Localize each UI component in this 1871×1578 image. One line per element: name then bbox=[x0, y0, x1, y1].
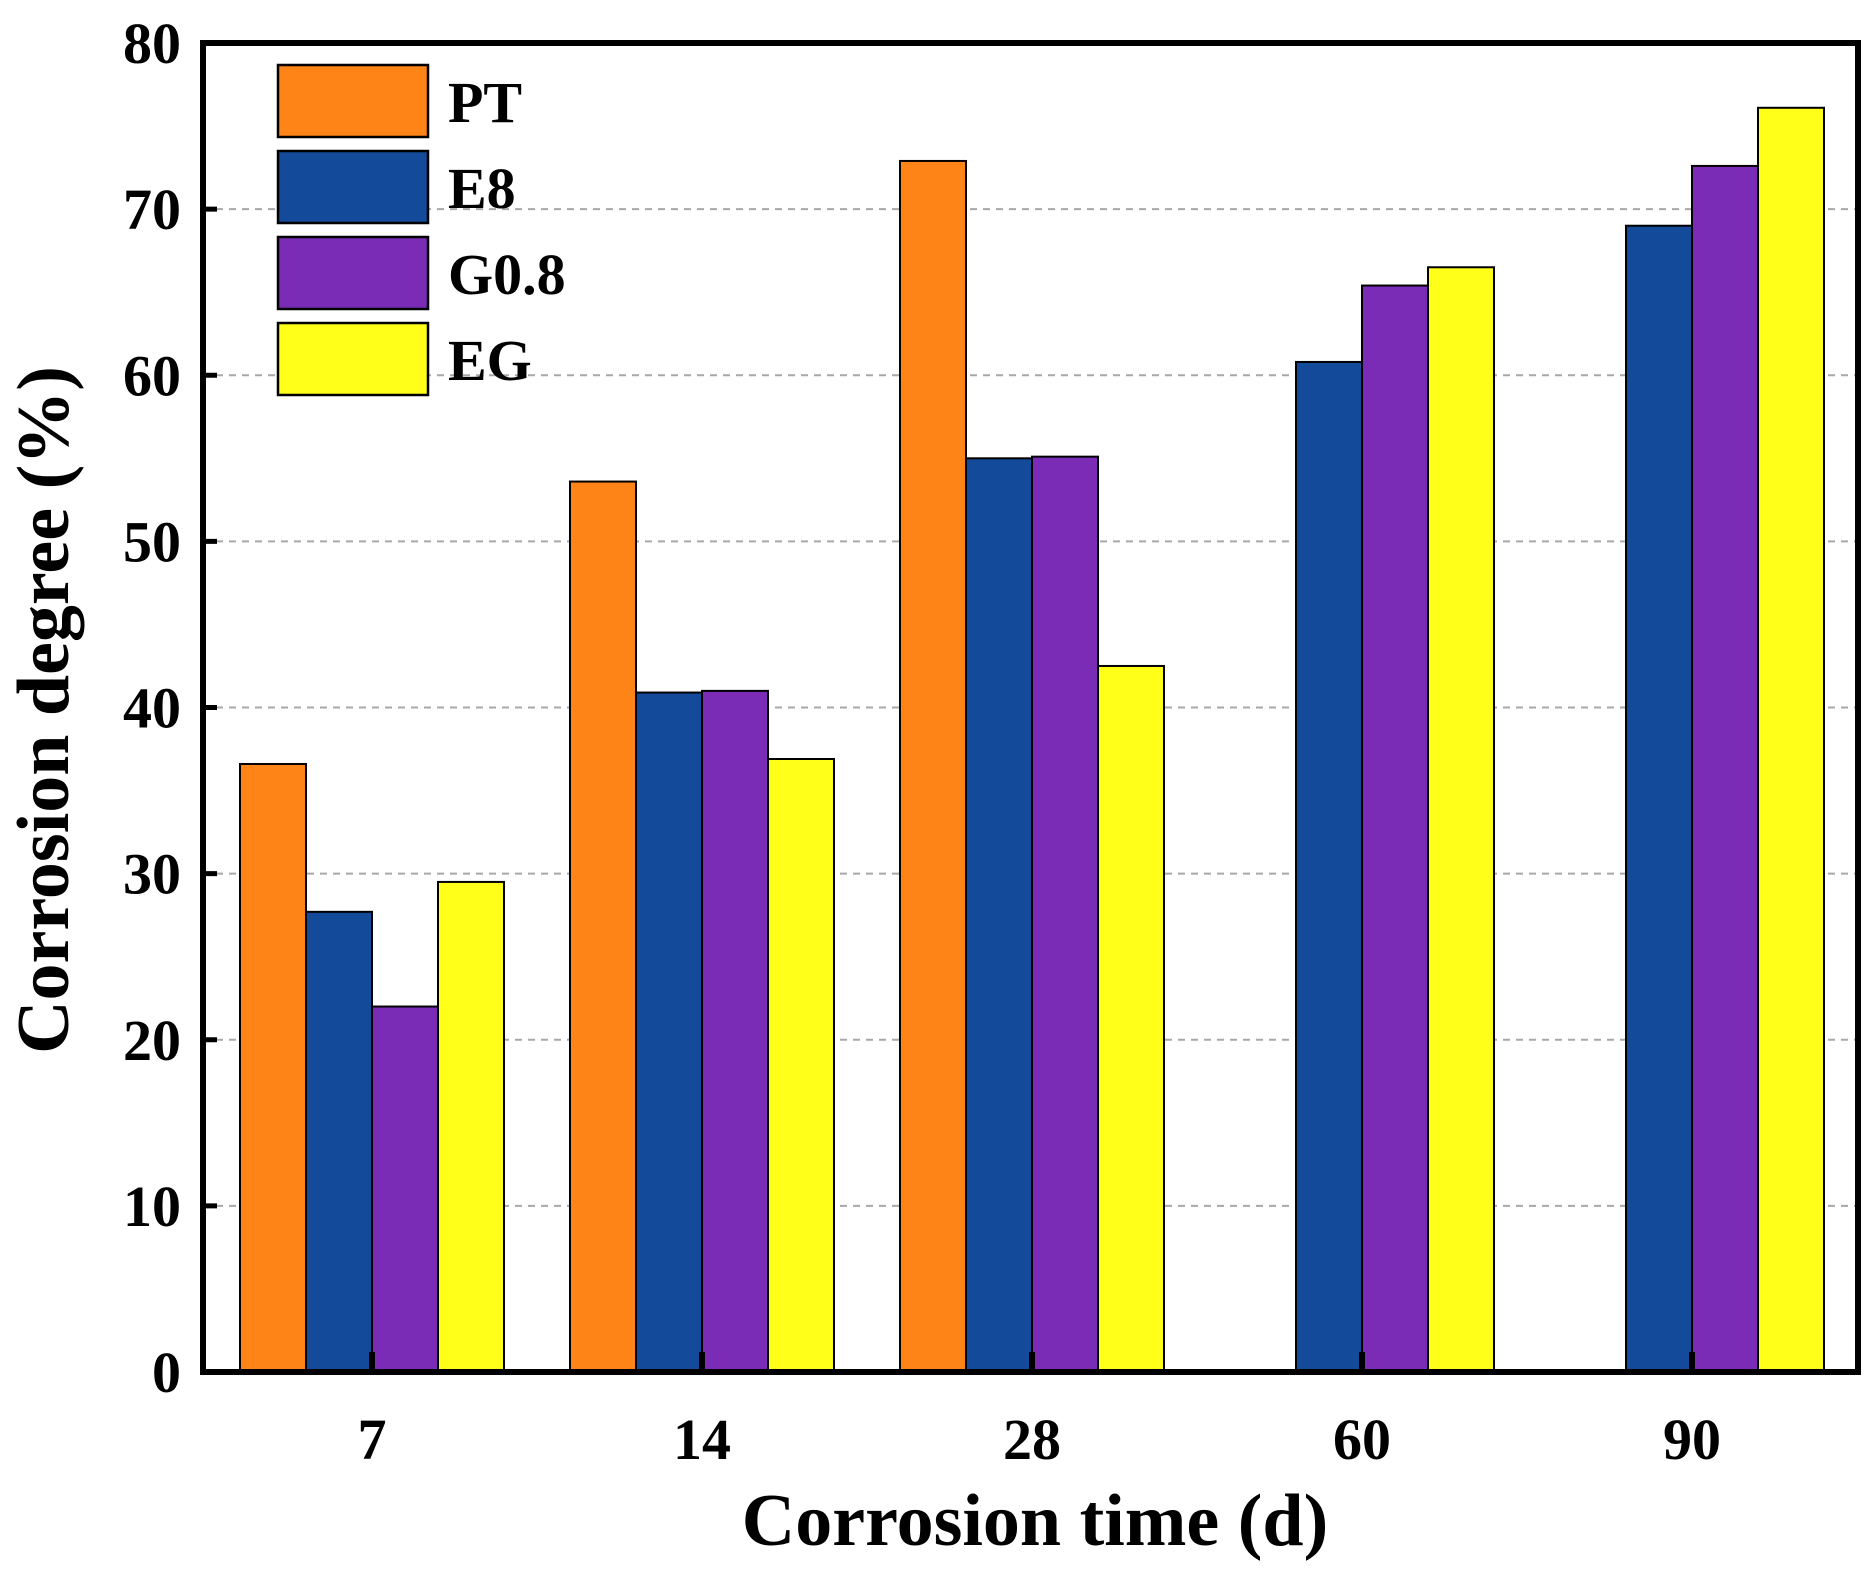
bar-EG-7 bbox=[437, 880, 505, 1374]
bar-G0.8-90 bbox=[1691, 164, 1759, 1373]
y-tick-label: 60 bbox=[123, 343, 181, 408]
bar-EG-14 bbox=[767, 757, 835, 1373]
y-axis-title: Corrosion degree (%) bbox=[3, 366, 85, 1054]
y-tick-label: 80 bbox=[123, 11, 181, 76]
legend: PT E8 G0.8 EG bbox=[276, 63, 566, 397]
bar-EG-60 bbox=[1427, 266, 1495, 1373]
legend-label-EG: EG bbox=[448, 328, 532, 393]
legend-label-G0.8: G0.8 bbox=[448, 242, 566, 307]
x-tick-label: 60 bbox=[1333, 1407, 1391, 1472]
bar-G0.8-28 bbox=[1031, 455, 1099, 1373]
legend-swatch-EG bbox=[276, 321, 430, 397]
bar-PT-28 bbox=[899, 159, 967, 1374]
bar-E8-60 bbox=[1295, 360, 1363, 1373]
bar-EG-90 bbox=[1757, 106, 1825, 1374]
y-tick-label: 10 bbox=[123, 1174, 181, 1239]
legend-swatch-G0.8 bbox=[276, 235, 430, 311]
legend-label-PT: PT bbox=[448, 70, 522, 135]
x-tick-label: 28 bbox=[1003, 1407, 1061, 1472]
legend-swatch-E8 bbox=[276, 149, 430, 225]
legend-label-E8: E8 bbox=[448, 156, 516, 221]
bar-EG-28 bbox=[1097, 664, 1165, 1373]
x-tick-label: 7 bbox=[358, 1407, 387, 1472]
y-tick-labels: 0 10 20 30 40 50 60 70 80 bbox=[123, 11, 181, 1405]
bar-PT-7 bbox=[239, 762, 307, 1373]
bar-E8-7 bbox=[305, 910, 373, 1373]
bar-G0.8-14 bbox=[701, 689, 769, 1373]
bar-E8-14 bbox=[635, 691, 703, 1373]
y-tick-label: 40 bbox=[123, 676, 181, 741]
y-tick-label: 20 bbox=[123, 1008, 181, 1073]
legend-swatch-PT bbox=[276, 63, 430, 139]
y-tick-label: 50 bbox=[123, 509, 181, 574]
x-tick-labels: 7 14 28 60 90 bbox=[358, 1407, 1722, 1472]
y-tick-label: 70 bbox=[123, 177, 181, 242]
bar-G0.8-60 bbox=[1361, 284, 1429, 1374]
y-tick-label: 30 bbox=[123, 842, 181, 907]
bar-G0.8-7 bbox=[371, 1005, 439, 1374]
x-tick-label: 90 bbox=[1663, 1407, 1721, 1472]
x-tick-label: 14 bbox=[673, 1407, 731, 1472]
bar-E8-28 bbox=[965, 457, 1033, 1373]
axis-ticks bbox=[203, 40, 1695, 1375]
y-tick-label: 0 bbox=[152, 1340, 181, 1405]
bar-E8-90 bbox=[1625, 224, 1693, 1373]
bar-PT-14 bbox=[569, 480, 637, 1373]
bars bbox=[239, 106, 1825, 1374]
x-axis-title: Corrosion time (d) bbox=[742, 1480, 1328, 1562]
